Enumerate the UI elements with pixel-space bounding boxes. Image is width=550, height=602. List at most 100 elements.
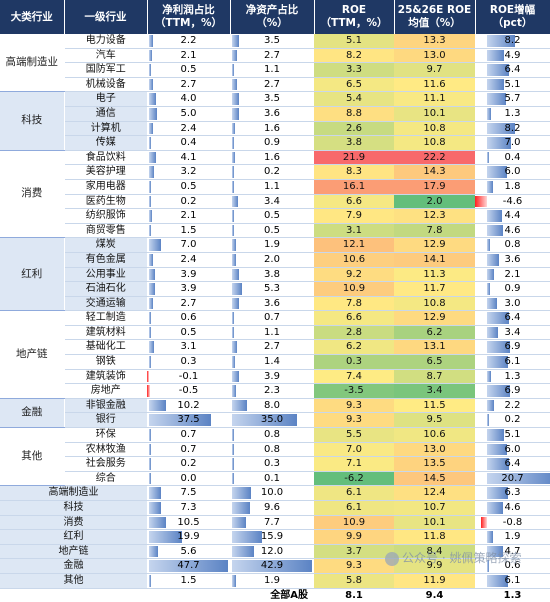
roe-increase-cell: 4.7 <box>475 544 550 560</box>
roe-cell: 16.1 <box>314 179 394 195</box>
roe-increase-cell: 6.9 <box>475 383 550 399</box>
increase-databar <box>487 49 504 62</box>
na-share-cell: 12.0 <box>230 544 314 560</box>
share-databar <box>232 502 250 514</box>
table-row: 建筑材料 0.5 1.1 2.8 6.2 3.4 <box>0 325 550 341</box>
np-share-cell-value: 0.5 <box>180 180 197 192</box>
roe-cell-value: 5.5 <box>346 429 362 441</box>
industry-cell: 食品饮料 <box>64 150 147 166</box>
share-databar <box>149 356 151 368</box>
share-databar <box>149 283 156 295</box>
table-row: 房地产 -0.5 2.3 -3.5 3.4 6.9 <box>0 383 550 399</box>
roe-increase-cell-value: 1.3 <box>504 107 521 119</box>
roe-cell-value: 9.3 <box>346 399 362 411</box>
table-row: 科技 电子 4.0 3.5 5.4 11.1 5.7 <box>0 91 550 151</box>
industry-cell: 基础化工 <box>64 339 147 356</box>
roe-increase-cell-value: 0.4 <box>504 151 521 163</box>
share-databar <box>147 385 151 397</box>
roe-forecast-cell: 10.1 <box>394 515 475 531</box>
np-share-cell-value: 1.5 <box>180 224 197 236</box>
increase-databar <box>487 239 490 251</box>
increase-databar <box>487 458 509 470</box>
increase-databar <box>487 487 509 499</box>
roe-increase-cell-value: 8.2 <box>504 122 521 134</box>
na-share-cell-value: 35.0 <box>260 414 284 426</box>
summary-sector-cell: 地产链 <box>0 544 147 560</box>
share-databar <box>232 531 262 543</box>
roe-cell-value: 6.1 <box>346 502 362 513</box>
header-roe-increase: ROE增幅 （pct） <box>475 0 550 34</box>
np-share-cell-value: 0.7 <box>180 429 197 441</box>
roe-cell: 9.3 <box>314 412 394 429</box>
share-databar <box>149 166 155 178</box>
roe-cell-value: 6.2 <box>346 341 362 353</box>
roe-cell: 6.5 <box>314 77 394 93</box>
roe-increase-cell-value: -4.6 <box>502 195 523 207</box>
roe-increase-cell-value: 5.1 <box>504 429 521 441</box>
na-share-cell: 3.6 <box>230 106 314 122</box>
share-databar <box>149 326 151 339</box>
share-databar <box>232 78 238 91</box>
share-databar <box>149 137 151 149</box>
header-roe: ROE （TTM，%） <box>314 0 395 34</box>
share-databar <box>232 312 234 324</box>
na-share-cell-value: 1.9 <box>264 239 280 251</box>
roe-forecast-cell-value: 12.9 <box>423 239 446 251</box>
roe-forecast-cell: 10.8 <box>394 296 475 312</box>
roe-increase-cell: 0.8 <box>475 237 550 253</box>
roe-increase-cell: 6.1 <box>475 354 550 370</box>
roe-forecast-cell: 13.0 <box>394 442 475 458</box>
total-label: 全部A股 <box>0 588 314 602</box>
share-databar <box>232 458 234 470</box>
roe-increase-cell-value: 4.6 <box>504 502 521 513</box>
np-share-cell-value: 5.6 <box>180 545 197 557</box>
roe-cell: 0.3 <box>314 354 394 370</box>
roe-forecast-cell: 10.1 <box>394 106 475 122</box>
roe-cell-value: 6.6 <box>346 195 362 207</box>
share-databar <box>232 180 235 193</box>
na-share-cell-value: 3.5 <box>264 93 280 105</box>
roe-increase-cell: 4.6 <box>475 500 550 516</box>
share-databar <box>149 64 151 76</box>
na-share-cell: 1.6 <box>230 121 314 137</box>
roe-increase-cell: 6.4 <box>475 456 550 472</box>
roe-forecast-cell-value: 10.1 <box>423 516 446 528</box>
roe-forecast-cell-value: 12.3 <box>423 210 446 222</box>
share-databar <box>149 180 151 193</box>
sector-cell: 金融 <box>0 398 65 429</box>
share-databar <box>149 93 156 105</box>
roe-increase-cell: 6.3 <box>475 485 550 501</box>
roe-increase-cell: 6.0 <box>475 164 550 180</box>
roe-cell: -6.2 <box>314 471 394 487</box>
summary-row: 其他 1.5 1.9 5.8 11.9 6.1 <box>0 573 550 589</box>
np-share-cell: 1.5 <box>147 573 230 589</box>
roe-forecast-cell-value: 11.5 <box>423 399 446 411</box>
summary-row: 红利 19.9 15.9 9.9 11.8 1.9 <box>0 529 550 545</box>
increase-databar <box>487 64 509 76</box>
roe-cell-value: 0.3 <box>346 356 362 368</box>
roe-cell-value: 21.9 <box>342 151 366 163</box>
increase-databar <box>487 341 511 354</box>
table-row: 机械设备 2.7 2.7 6.5 11.6 5.1 <box>0 77 550 93</box>
roe-cell: 6.6 <box>314 310 394 326</box>
np-share-cell: 0.7 <box>147 427 230 443</box>
industry-cell: 汽车 <box>64 48 147 64</box>
roe-cell: 7.0 <box>314 442 394 458</box>
roe-cell-value: 6.5 <box>346 78 362 90</box>
increase-databar <box>487 399 495 412</box>
table-header: 大类行业 一级行业 净利润占比 （TTM，%） 净资产占比 （%） ROE （TTM，… <box>0 0 550 34</box>
industry-cell: 电子 <box>64 91 147 107</box>
roe-increase-cell: -0.8 <box>475 515 550 531</box>
roe-cell-value: 10.6 <box>342 253 366 265</box>
share-databar <box>232 253 236 266</box>
share-databar <box>149 224 152 237</box>
np-share-cell: 0.5 <box>147 62 230 78</box>
share-databar <box>149 414 211 427</box>
np-share-cell-value: 0.2 <box>180 458 197 470</box>
roe-increase-cell: 6.0 <box>475 442 550 458</box>
na-share-cell: 1.9 <box>230 573 314 589</box>
share-databar <box>149 545 159 558</box>
share-databar <box>232 35 239 47</box>
roe-forecast-cell-value: 11.7 <box>423 283 446 295</box>
